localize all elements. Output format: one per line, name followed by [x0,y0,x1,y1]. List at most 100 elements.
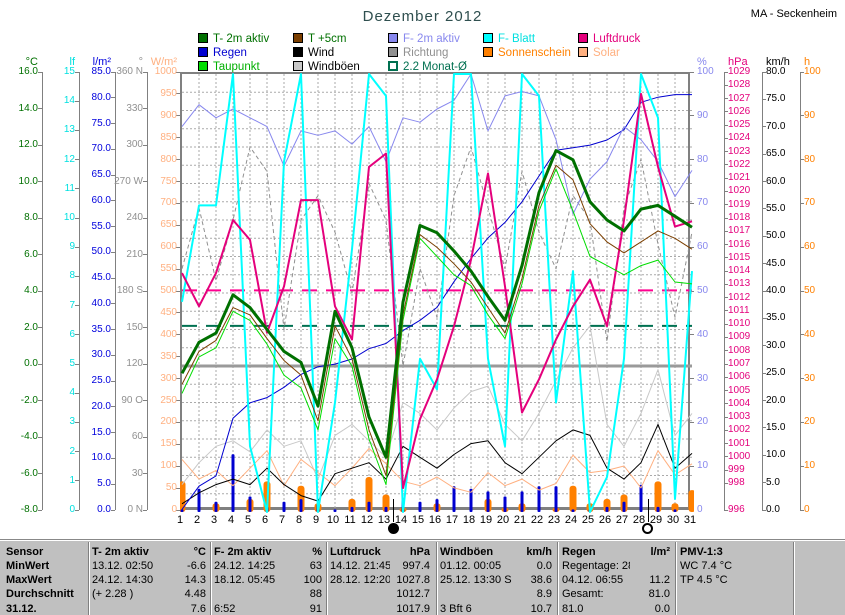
axis-tick-kmh [762,317,766,319]
legend-swatch-icon [198,33,208,43]
axis-tick-label-wm2: 750 [160,175,177,187]
axis-tick-deg [143,254,147,255]
stats-column-name: Luftdruck [330,546,381,558]
axis-tick-wm2 [176,509,180,511]
axis-tick-hPa [724,403,728,405]
axis-tick-wm2 [176,181,180,182]
bar-regen [452,486,456,512]
day-label: 1 [176,514,184,526]
legend-item-t-5cm: T +5cm [293,33,346,46]
day-label: 29 [649,514,663,526]
axis-tick-label-hPa: 1026 [728,105,751,117]
axis-tick-label-wm2: 250 [160,394,177,406]
axis-unit-degC: °C [25,56,38,68]
axis-unit-hPa: hPa [728,56,748,68]
axis-tick-label-hPa: 1018 [728,212,751,223]
axis-tick-lm2 [111,432,115,434]
stats-row-label: 31.12. [6,603,37,615]
axis-tick-pct [690,334,694,336]
axis-tick-label-wm2: 800 [160,153,177,165]
day-label: 3 [210,514,218,526]
axis-tick-lf [75,480,79,482]
axis-tick-label-hPa: 1017 [728,225,751,237]
stats-cell-text: Regentage: 28 [562,560,630,572]
axis-tick-degC [38,400,42,401]
axis-tick-label-degC: 12.0 [18,139,38,150]
axis-line-hPa [724,72,725,510]
axis-tick-lm2 [111,226,115,228]
axis-tick-label-lm2: 40.0 [91,297,111,309]
axis-tick-lf [75,334,79,336]
axis-tick-label-hPa: 1015 [728,251,751,263]
axis-tick-label-kmh: 45.0 [766,257,786,269]
axis-tick-deg [143,181,147,182]
axis-tick-label-lf: 3 [69,416,75,428]
axis-tick-label-lf: 13 [63,124,75,136]
stats-cell-text: (+ 2.28 ) [92,588,134,600]
axis-tick-label-wm2: 950 [160,87,177,99]
stats-cell-text: 28.12. 12:20 [330,574,390,586]
axis-tick-lf [75,246,79,248]
axis-tick-kmh [762,372,766,374]
axis-tick-deg [143,144,147,146]
legend-swatch-icon [483,33,493,43]
axis-tick-kmh [762,153,766,155]
day-label: 20 [496,514,510,526]
legend-item-sonnenschein: Sonnenschein [483,47,571,60]
legend-item-f-2m-aktiv: F- 2m aktiv [388,33,460,46]
axis-tick-label-lm2: 15.0 [91,426,111,438]
axis-tick-label-kmh: 20.0 [766,394,786,406]
legend-label: Windböen [308,61,360,73]
axis-tick-pct [690,115,694,117]
axis-tick-lf [75,159,79,161]
axis-tick-label-degC: -6.0 [20,467,38,479]
axis-tick-label-lm2: 20.0 [91,400,111,412]
axis-line-lf [79,72,80,510]
axis-tick-label-hPa: 1029 [728,66,751,77]
legend-item-luftdruck: Luftdruck [578,33,640,46]
axis-tick-label-wm2: 850 [160,131,177,143]
day-label: 18 [462,514,476,526]
axis-tick-kmh [762,71,766,73]
bar-regen [214,501,218,512]
axis-tick-hPa [724,84,728,86]
stats-cell-text: 14.12. 21:45 [330,560,390,572]
axis-tick-label-hPa: 1006 [728,371,751,383]
day-label: 5 [244,514,252,526]
axis-tick-degC [38,181,42,182]
axis-tick-label-lf: 1 [69,474,75,486]
axis-tick-wm2 [176,202,180,204]
stats-cell-text: 6:52 [214,603,236,615]
axis-tick-label-pct: 60 [697,241,709,253]
axis-tick-pct [690,378,694,380]
axis-tick-label-wm2: 600 [160,241,177,253]
bar-regen [503,496,507,512]
stats-column-name: Regen [562,546,596,558]
legend-item-wind: Wind [293,47,334,60]
day-label: 31 [683,514,697,526]
axis-tick-wm2 [176,268,180,270]
legend-item-2-2-monat-: 2.2 Monat-Ø [388,61,467,74]
axis-line-degC [42,72,43,510]
stats-cell-value: 63 [309,560,322,572]
axis-tick-label-kmh: 65.0 [766,148,786,160]
series-richtung [181,146,693,367]
bar-regen [486,491,490,512]
axis-tick-label-kmh: 5.0 [766,476,780,488]
axis-tick-degC [38,509,42,511]
stats-panel: Sensor T- 2m aktiv °C F- 2m aktiv% Luftdruck… [0,539,845,615]
legend-item-richtung: Richtung [388,47,448,60]
axis-line-lm2 [115,72,116,510]
axis-tick-label-degC: 8.0 [24,212,38,223]
bar-regen [180,509,184,512]
bar-regen [435,499,439,512]
axis-tick-label-lf: 5 [69,358,75,369]
axis-tick-label-deg: 150 [126,321,143,333]
axis-tick-label-wm2: 450 [160,306,177,318]
axis-tick-label-h: 90 [804,109,816,121]
axis-tick-wm2 [176,378,180,380]
axis-tick-deg [143,108,147,109]
axis-tick-wm2 [176,137,180,139]
stats-cell-text: TP 4.5 °C [680,574,728,586]
axis-tick-deg [143,71,147,73]
